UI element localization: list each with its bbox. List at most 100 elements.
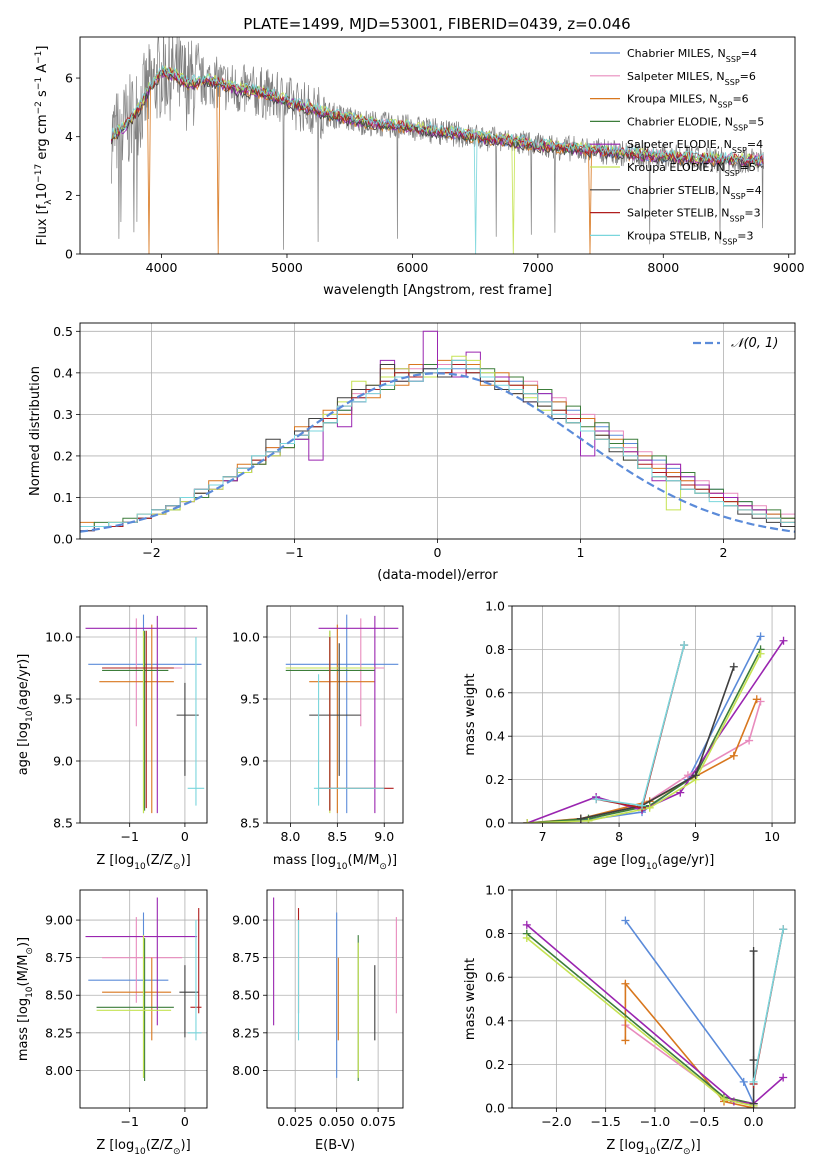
normal-curve [80, 372, 795, 533]
legend-nssp-eq: = [732, 93, 741, 106]
figure-title: PLATE=1499, MJD=53001, FIBERID=0439, z=0… [243, 15, 630, 33]
legend-nssp-eq: = [744, 207, 753, 220]
normal-legend-label: 𝒩(0, 1) [731, 336, 778, 351]
y-tick-label: 8.50 [45, 988, 73, 1003]
weight-point [576, 814, 585, 823]
weight-line-8 [595, 644, 685, 807]
legend-nssp-sub: SSP [725, 169, 740, 178]
legend-nssp-eq: = [737, 229, 746, 242]
label-part: age [log [593, 853, 646, 868]
label-part: (M/M [348, 853, 380, 868]
y-tick-label: 0.0 [53, 532, 73, 547]
weight-point [729, 751, 738, 760]
weight-point [691, 771, 700, 780]
weight-line-8 [752, 929, 784, 1082]
y-tick-label: 0.2 [485, 772, 505, 787]
x-tick-label: −1.5 [590, 1114, 620, 1129]
x-tick-label: 1 [577, 545, 585, 560]
x-tick-label: 8 [615, 829, 623, 844]
weight-point [749, 947, 758, 956]
axis-label: mass [log10(M/M⊙)] [273, 853, 397, 872]
y-tick-label: 8.5 [240, 816, 260, 831]
y-tick-label: 0.3 [53, 407, 73, 422]
legend-nssp-prefix: , N [707, 229, 722, 242]
label-part: ⊙ [683, 1147, 691, 1157]
weight-point [745, 736, 754, 745]
axis-label: Z [log10(Z/Z⊙)] [96, 1138, 190, 1157]
weight-line-7 [595, 644, 685, 809]
weight-point [720, 1095, 729, 1104]
errorbars-age_vs_mass [285, 614, 399, 814]
x-tick-label: 4000 [146, 260, 178, 275]
axis-label: Z [log10(Z/Z⊙)] [606, 1138, 700, 1157]
weight-line-2 [624, 981, 754, 1108]
legend-nssp-prefix: , N [717, 138, 732, 151]
axes-frame [79, 322, 796, 540]
label-part: Z [log [96, 1138, 134, 1153]
x-tick-label: 0 [181, 829, 189, 844]
label-part: −1 [34, 51, 44, 64]
axes-residuals: −2 −1 0 1 2 0.0 0.1 0.2 0.3 0.4 0.5 [53, 323, 795, 560]
legend-entry: Salpeter MILES, NSSP=6 [627, 70, 756, 87]
y-tick-label: 1.0 [485, 599, 505, 614]
y-tick-label: 9.0 [53, 754, 73, 769]
axis-label: Flux [fλ10−17 erg cm−2 s−1 A−1] [34, 46, 54, 246]
label-part: 10 [25, 710, 35, 722]
label-part: )] [691, 1138, 701, 1153]
legend-nssp-sub: SSP [725, 77, 740, 86]
label-part: 10 [35, 183, 50, 200]
legend-entry: Kroupa ELODIE, NSSP=5 [627, 161, 756, 178]
legend-nssp-prefix: , N [718, 115, 733, 128]
weight-point [749, 1077, 758, 1086]
label-part: (Z/Z [656, 1138, 683, 1153]
y-tick-label: 8.00 [45, 1063, 73, 1078]
weight-point [621, 1036, 630, 1045]
x-tick-label: −2.0 [541, 1114, 571, 1129]
weights-weight_vs_Z [522, 916, 788, 1108]
legend-nssp-sub: SSP [731, 191, 746, 200]
y-tick-label: 8.75 [232, 950, 260, 965]
legend-nssp-eq: = [746, 184, 755, 197]
legend-nssp-value: 3 [754, 207, 761, 220]
weight-point [756, 649, 765, 658]
legend-entry: Kroupa STELIB, NSSP=3 [627, 229, 753, 246]
legend-nssp-eq: = [748, 115, 757, 128]
legend-nssp-value: 6 [749, 70, 756, 83]
weight-point [645, 803, 654, 812]
legend-name: Salpeter MILES [627, 70, 709, 83]
x-tick-label: 0.0 [744, 1114, 764, 1129]
y-axis-label: Normed distribution [28, 366, 43, 496]
weight-point [638, 801, 647, 810]
legend-name: Salpeter STELIB [627, 207, 714, 220]
errorbars-age_vs_Z [85, 614, 205, 814]
y-axis-label: mass weight [463, 673, 478, 755]
y-tick-label: 8.25 [232, 1025, 260, 1040]
residual-histograms [80, 330, 795, 539]
weight-point [523, 819, 532, 823]
label-part: 10 [25, 986, 35, 998]
legend-nssp-value: 5 [757, 115, 764, 128]
legend-name: Salpeter ELODIE [627, 138, 717, 151]
legend-entry: Salpeter ELODIE, NSSP=4 [627, 138, 763, 155]
label-part: (age/yr)] [657, 853, 714, 868]
label-part: −1 [34, 77, 44, 90]
legend-entry: Chabrier STELIB, NSSP=4 [627, 184, 762, 201]
legend-name: Kroupa MILES [627, 93, 702, 106]
legend-name: Kroupa STELIB [627, 229, 707, 242]
axes-frame [266, 889, 404, 1109]
weight-point [683, 771, 692, 780]
axes-age_vs_Z: −1 0 8.5 9.0 9.5 10.0 [45, 606, 207, 844]
x-tick-label: 10 [764, 829, 780, 844]
x-tick-label: −0.5 [689, 1114, 719, 1129]
x-tick-label: 0 [434, 545, 442, 560]
weight-point [584, 816, 593, 823]
label-part: 10 [134, 1147, 146, 1157]
y-tick-label: 0.1 [53, 490, 73, 505]
label-part: 10 [134, 862, 146, 872]
legend-nssp-value: 4 [750, 47, 757, 60]
x-tick-label: 5000 [271, 260, 303, 275]
weight-point [592, 795, 601, 804]
x-tick-label: 0.075 [360, 1114, 396, 1129]
y-tick-label: 1.0 [485, 883, 505, 898]
label-part: Z [log [606, 1138, 644, 1153]
